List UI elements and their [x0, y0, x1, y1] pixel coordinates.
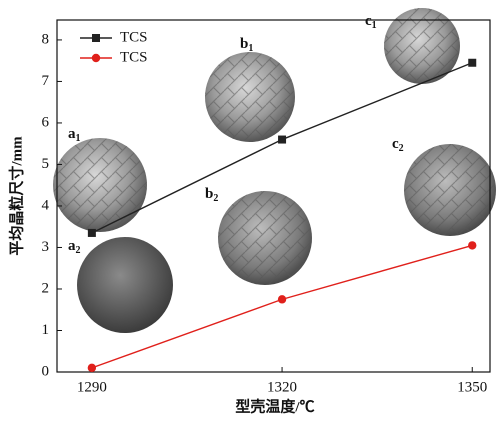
y-tick-label: 2	[42, 280, 50, 296]
annotation-sub: 1	[372, 20, 377, 31]
y-tick-label: 3	[42, 239, 50, 255]
y-tick-label: 4	[42, 197, 50, 213]
annotation: c1	[365, 13, 377, 31]
annotation: b2	[205, 186, 218, 204]
y-tick-label: 6	[42, 114, 50, 130]
marker	[468, 241, 476, 249]
y-tick-label: 1	[42, 322, 50, 338]
annotation-sub: 2	[399, 143, 404, 154]
y-tick-label: 7	[42, 73, 50, 89]
legend-label: TCS	[120, 49, 148, 65]
marker	[278, 136, 286, 144]
y-tick-label: 8	[42, 31, 50, 47]
legend-marker	[92, 54, 100, 62]
annotation-sub: 1	[248, 43, 253, 54]
annotation-sub: 1	[76, 133, 81, 144]
annotation: a2	[68, 238, 81, 256]
marker	[468, 59, 476, 67]
annotation-letter: b	[240, 36, 248, 52]
x-tick-label: 1350	[457, 379, 487, 395]
marker	[278, 295, 286, 303]
legend-marker	[92, 34, 100, 42]
annotation-letter: b	[205, 186, 213, 202]
annotation-sub: 2	[76, 245, 81, 256]
marker	[88, 229, 96, 237]
x-tick-label: 1290	[77, 379, 107, 395]
marker	[88, 364, 96, 372]
legend-label: TCS	[120, 29, 148, 45]
y-axis-label: 平均晶粒尺寸/mm	[7, 136, 25, 256]
annotation: b1	[240, 36, 253, 54]
annotation: c2	[392, 136, 404, 154]
y-tick-label: 5	[42, 156, 50, 172]
y-tick-label: 0	[42, 363, 50, 379]
x-axis-label: 型壳温度/℃	[235, 397, 314, 415]
annotation-sub: 2	[213, 193, 218, 204]
x-tick-label: 1320	[267, 379, 297, 395]
annotation: a1	[68, 126, 81, 144]
chart: 型壳温度/℃ 平均晶粒尺寸/mm 0 1 2 3 4 5 6 7 8 1290 1320 1350 TC…	[0, 0, 500, 423]
